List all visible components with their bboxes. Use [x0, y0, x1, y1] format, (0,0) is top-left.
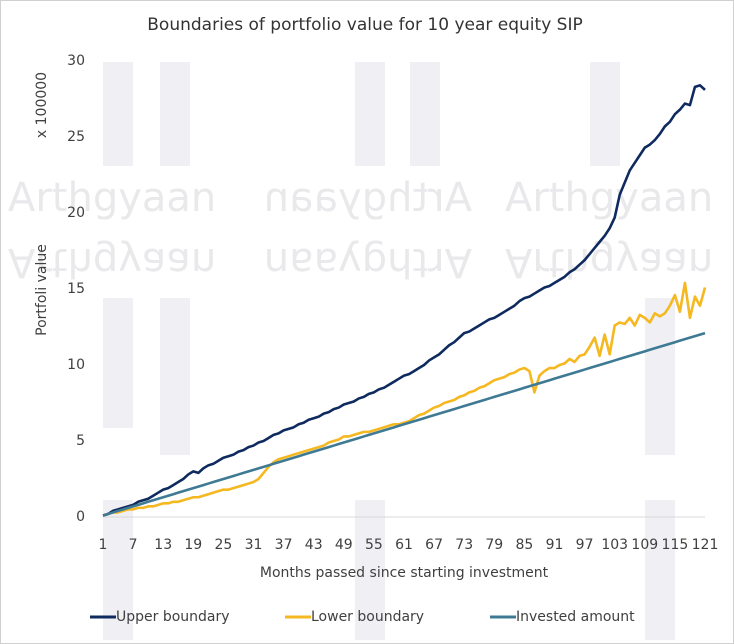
band: [160, 298, 190, 455]
legend-label: Upper boundary: [116, 609, 230, 625]
watermark: Arthgyaan: [264, 239, 472, 285]
band: [103, 62, 133, 166]
x-tick-label: 43: [305, 537, 323, 553]
series-line: [102, 281, 707, 517]
x-tick-label: 97: [576, 537, 594, 553]
x-tick-label: 109: [631, 537, 658, 553]
x-tick-label: 13: [154, 537, 172, 553]
band: [355, 62, 385, 166]
x-tick-label: 25: [214, 537, 232, 553]
x-tick-label: 103: [601, 537, 628, 553]
watermark: Arthgyaan: [8, 175, 216, 221]
x-tick-label: 67: [425, 537, 443, 553]
x-tick-label: 19: [184, 537, 202, 553]
y-tick-label: 20: [67, 205, 85, 221]
y-scale-label: x 100000: [34, 72, 50, 138]
y-axis-title: Portfoli value: [34, 244, 50, 336]
band: [410, 62, 440, 166]
x-tick-label: 7: [129, 537, 138, 553]
chart-title: Boundaries of portfolio value for 10 yea…: [147, 15, 582, 35]
watermark: Arthgyaan: [264, 175, 472, 221]
band: [103, 298, 133, 428]
series-line: [102, 84, 706, 517]
band: [645, 298, 675, 455]
band: [645, 500, 675, 640]
legend-label: Invested amount: [516, 609, 635, 625]
y-tick-label: 5: [76, 433, 85, 449]
y-tick-label: 0: [76, 509, 85, 525]
y-tick-label: 30: [67, 53, 85, 69]
x-tick-label: 121: [692, 537, 719, 553]
watermarks: Arthgyaan Arthgyaan Arthgyaan Arthgyaan Arth…: [8, 175, 713, 285]
x-tick-label: 31: [245, 537, 263, 553]
x-tick-label: 91: [546, 537, 564, 553]
x-tick-label: 49: [335, 537, 353, 553]
band: [355, 500, 385, 640]
series-line: [102, 331, 706, 517]
y-tick-label: 15: [67, 281, 85, 297]
x-tick-label: 73: [455, 537, 473, 553]
x-axis-title: Months passed since starting investment: [260, 565, 549, 581]
watermark: Arthgyaan: [8, 239, 216, 285]
watermark: Arthgyaan: [505, 175, 713, 221]
y-tick-label: 10: [67, 357, 85, 373]
x-tick-label: 85: [515, 537, 533, 553]
band: [160, 62, 190, 166]
x-tick-label: 61: [395, 537, 413, 553]
background-bands: [103, 62, 675, 640]
x-tick-label: 1: [99, 537, 108, 553]
x-tick-label: 79: [485, 537, 503, 553]
watermark: Arthgyaan: [505, 239, 713, 285]
band: [590, 62, 620, 166]
legend-label: Lower boundary: [311, 609, 424, 625]
x-tick-label: 37: [275, 537, 293, 553]
x-tick-label: 115: [662, 537, 689, 553]
y-tick-label: 25: [67, 129, 85, 145]
x-tick-label: 55: [365, 537, 383, 553]
